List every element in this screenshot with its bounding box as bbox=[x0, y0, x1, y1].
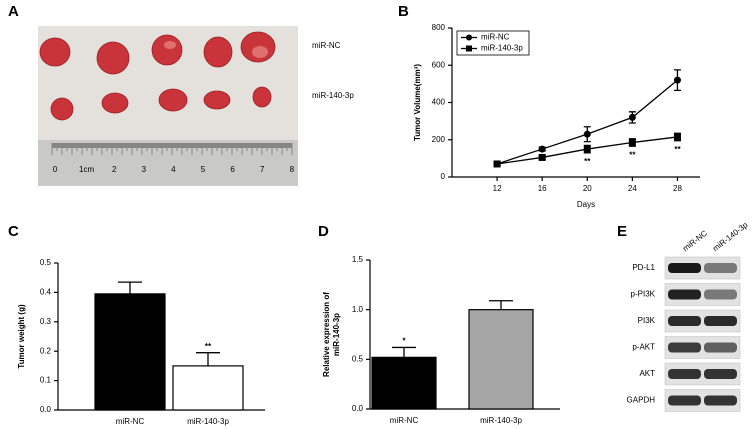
y-tick-label: 0.5 bbox=[40, 258, 52, 267]
ruler-label: 8 bbox=[290, 165, 295, 174]
bar bbox=[371, 356, 437, 410]
y-tick-label: 0.1 bbox=[40, 376, 52, 385]
y-tick-label: 1.5 bbox=[352, 255, 364, 264]
blot-row-label: p-AKT bbox=[632, 343, 655, 352]
blot-strip bbox=[664, 283, 741, 306]
y-tick-label: 1.0 bbox=[352, 305, 364, 314]
blot-row-label: GAPDH bbox=[627, 396, 656, 405]
y-tick-label: 400 bbox=[432, 98, 446, 107]
ruler-label: 7 bbox=[260, 165, 265, 174]
y-tick-label: 0.3 bbox=[40, 317, 52, 326]
blot-band bbox=[668, 395, 701, 406]
y-tick-label: 0.4 bbox=[40, 288, 52, 297]
panel-label: D bbox=[318, 223, 329, 240]
y-tick-label: 0.2 bbox=[40, 346, 52, 355]
bar bbox=[172, 365, 244, 411]
x-tick-label: 16 bbox=[538, 184, 547, 193]
blot-band bbox=[668, 369, 701, 379]
legend-label: miR-140-3p bbox=[481, 44, 523, 53]
ruler-label: 5 bbox=[201, 165, 206, 174]
marker bbox=[628, 113, 636, 121]
marker bbox=[583, 130, 591, 138]
annotation: ** bbox=[674, 145, 681, 154]
ruler-label: 2 bbox=[112, 165, 117, 174]
y-tick-label: 0.5 bbox=[352, 354, 364, 363]
y-tick-label: 0 bbox=[441, 172, 446, 181]
blot-strip bbox=[664, 336, 741, 359]
x-tick-label: miR-NC bbox=[116, 417, 145, 426]
tumor-photo bbox=[38, 26, 298, 186]
bar bbox=[468, 309, 534, 410]
legend-marker bbox=[466, 45, 472, 52]
marker bbox=[628, 139, 636, 147]
panel-label: B bbox=[398, 3, 409, 20]
annotation: ** bbox=[205, 342, 212, 351]
marker bbox=[673, 76, 681, 84]
blot-band bbox=[704, 395, 737, 406]
y-tick-label: 0.0 bbox=[40, 405, 52, 414]
y-tick-label: 600 bbox=[432, 60, 446, 69]
ruler-label: 0 bbox=[53, 165, 58, 174]
blot-column: miR-NC bbox=[681, 229, 709, 254]
blot-strip bbox=[664, 256, 741, 280]
blot-strip bbox=[664, 389, 741, 412]
blot-band bbox=[704, 289, 737, 300]
marker bbox=[493, 160, 501, 168]
ruler-label: 3 bbox=[142, 165, 147, 174]
y-tick-label: 0.0 bbox=[352, 404, 364, 413]
x-tick-label: 24 bbox=[628, 184, 637, 193]
blot-column: miR-140-3p bbox=[711, 220, 750, 253]
marker bbox=[673, 133, 681, 141]
annotation: ** bbox=[629, 150, 636, 159]
blot-strip bbox=[664, 362, 741, 386]
bar bbox=[94, 293, 166, 411]
blot-band bbox=[704, 369, 737, 379]
blot-row-label: AKT bbox=[639, 369, 655, 378]
x-axis-label: Days bbox=[577, 200, 595, 209]
blot-band bbox=[668, 289, 701, 300]
marker bbox=[538, 145, 546, 153]
marker bbox=[583, 145, 591, 153]
panel-label: E bbox=[617, 223, 627, 240]
annotation: * bbox=[402, 337, 406, 346]
blot-band bbox=[704, 342, 737, 353]
x-tick-label: 28 bbox=[673, 184, 682, 193]
blot-band bbox=[704, 263, 737, 273]
y-tick-label: 800 bbox=[432, 23, 446, 32]
blot-strip bbox=[664, 309, 741, 333]
x-tick-label: 12 bbox=[493, 184, 502, 193]
y-tick-label: 200 bbox=[432, 135, 446, 144]
ruler: 0 1cm 2 3 4 5 6 7 8 bbox=[51, 143, 295, 174]
x-tick-label: miR-140-3p bbox=[480, 416, 522, 425]
y-axis-label: Tumor weight (g) bbox=[17, 304, 26, 369]
legend-label: miR-NC bbox=[481, 33, 510, 42]
y-axis-label: Relative expression of bbox=[322, 292, 331, 377]
annotation: ** bbox=[584, 157, 591, 166]
x-tick-label: miR-NC bbox=[390, 416, 419, 425]
y-axis-label: Tumor Volume(mm³) bbox=[413, 64, 422, 141]
panel-label: C bbox=[8, 223, 19, 240]
row-label: miR-140-3p bbox=[312, 91, 354, 100]
blot-row-label: PD-L1 bbox=[632, 263, 655, 272]
ruler-label: 6 bbox=[230, 165, 235, 174]
x-tick-label: miR-140-3p bbox=[187, 417, 229, 426]
x-tick-label: 20 bbox=[583, 184, 592, 193]
blot-band bbox=[668, 342, 701, 353]
blot-row-label: p-PI3K bbox=[631, 290, 656, 299]
blot-row-label: PI3K bbox=[638, 316, 656, 325]
blot-band bbox=[668, 263, 701, 273]
row-label: miR-NC bbox=[312, 41, 341, 50]
y-axis-label: miR-140-3p bbox=[332, 313, 341, 356]
ruler-label: 4 bbox=[171, 165, 176, 174]
legend-marker bbox=[466, 34, 472, 41]
panel-label: A bbox=[8, 3, 19, 20]
blot-band bbox=[704, 316, 737, 326]
ruler-label: 1cm bbox=[79, 165, 94, 174]
blot-band bbox=[668, 316, 701, 326]
marker bbox=[538, 153, 546, 161]
